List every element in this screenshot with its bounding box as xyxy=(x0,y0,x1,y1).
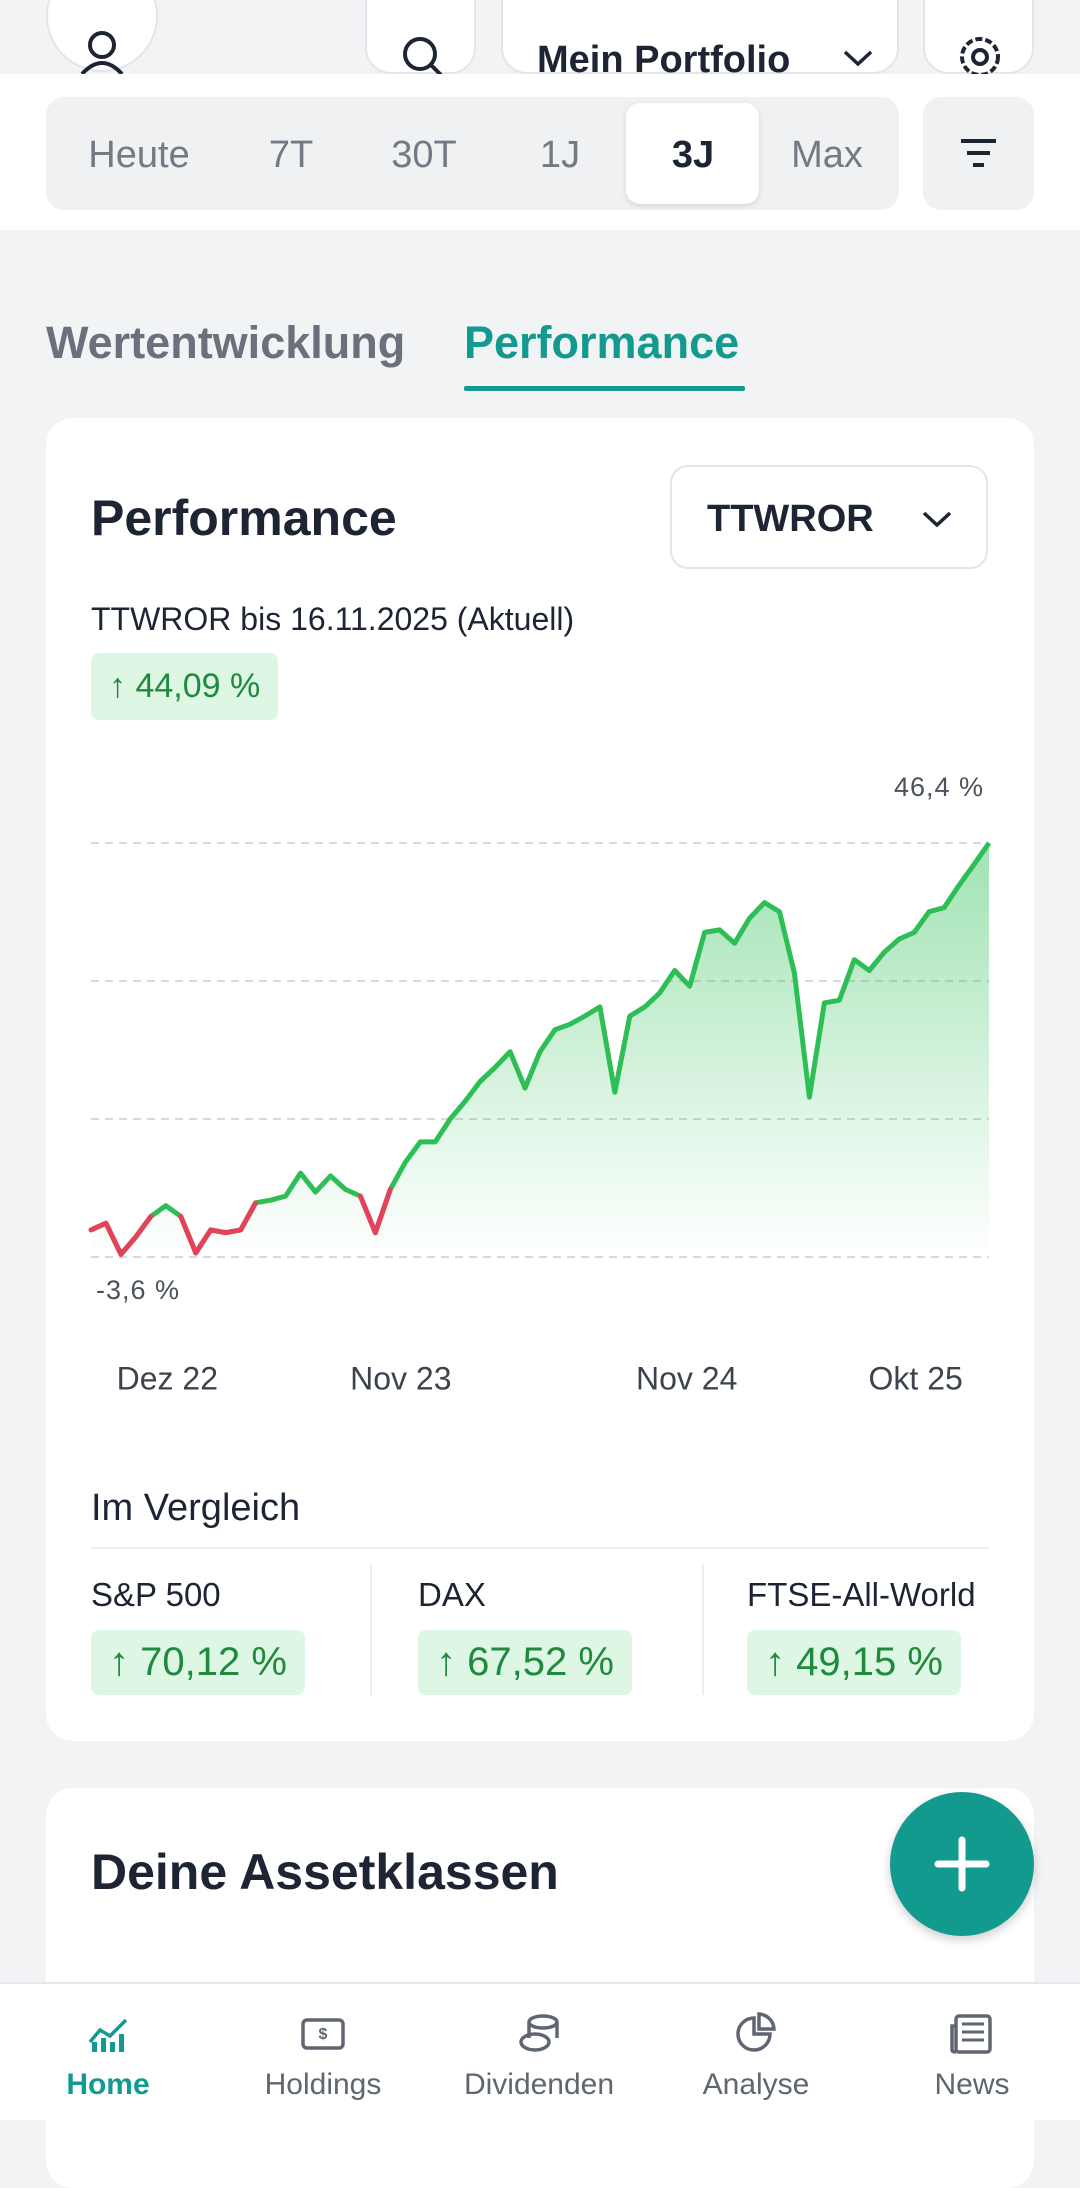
y-tick-label: -3,6 % xyxy=(96,1275,180,1305)
negative-segment xyxy=(103,1220,124,1257)
period-option[interactable]: 3J xyxy=(671,134,715,176)
plus-icon xyxy=(934,1836,990,1892)
index-change: ↑ 49,15 % xyxy=(747,1630,961,1695)
nav-icon: $ xyxy=(301,2012,345,2056)
divider xyxy=(702,1564,704,1695)
add-button[interactable] xyxy=(890,1792,1034,1936)
change-badge: ↑ 44,09 % xyxy=(91,653,279,720)
avatar-icon xyxy=(80,31,124,76)
y-tick-label: 46,4 % xyxy=(894,772,984,802)
x-tick-label: Okt 25 xyxy=(869,1360,963,1396)
period-option[interactable]: Heute xyxy=(88,134,190,176)
divider xyxy=(370,1564,372,1695)
portfolio-selector[interactable]: Mein Portfolio xyxy=(501,0,899,80)
tab[interactable]: Performance xyxy=(464,317,740,368)
portfolio-name: Mein Portfolio xyxy=(537,39,791,81)
negative-segment xyxy=(178,1213,199,1256)
period-option[interactable]: 7T xyxy=(268,134,314,176)
metric-selector[interactable]: TTWROR xyxy=(670,465,988,569)
selected-pill xyxy=(626,103,759,204)
avatar-button[interactable] xyxy=(46,0,158,76)
nav-icon xyxy=(950,2012,994,2056)
negative-segment xyxy=(208,1227,229,1236)
x-tick-label: Dez 22 xyxy=(117,1360,218,1396)
negative-segment xyxy=(118,1234,139,1257)
nav-item[interactable]: Holdings xyxy=(264,2068,382,2101)
negative-segment xyxy=(133,1213,154,1240)
nav-item[interactable]: Home xyxy=(66,2068,150,2101)
icon xyxy=(88,2018,128,2052)
tab-underline xyxy=(464,386,745,391)
bottom-nav: Home $ Holdings Dividenden Analyse News xyxy=(0,1982,1080,2120)
comparison-title: Im Vergleich xyxy=(91,1487,301,1529)
period-option[interactable]: Max xyxy=(791,134,863,176)
icon: $ xyxy=(301,2018,345,2050)
x-tick-label: Nov 24 xyxy=(636,1360,737,1396)
index-change: ↑ 67,52 % xyxy=(418,1630,632,1695)
negative-segment xyxy=(223,1227,244,1236)
icon xyxy=(950,2014,992,2054)
search-button[interactable] xyxy=(365,0,476,77)
nav-icon xyxy=(734,2012,778,2056)
nav-item[interactable]: Dividenden xyxy=(463,2068,615,2101)
negative-segment xyxy=(357,1193,378,1236)
card-title: Performance xyxy=(91,490,397,546)
nav-icon xyxy=(86,2012,130,2056)
nav-icon xyxy=(517,2012,561,2056)
period-option[interactable]: 1J xyxy=(539,134,581,176)
metric-name: TTWROR xyxy=(707,498,874,540)
negative-segment xyxy=(193,1227,214,1256)
settings-button[interactable] xyxy=(923,0,1034,77)
area xyxy=(91,843,989,1257)
subtitle: TTWROR bis 16.11.2025 (Aktuell) xyxy=(91,601,575,637)
settings-icon xyxy=(960,37,1000,77)
negative-segment xyxy=(238,1200,259,1233)
performance-chart: -3,6 % 46,4 % Dez 22 Nov 23 Nov 24 Okt 25 xyxy=(88,772,992,1396)
search-icon xyxy=(403,37,443,77)
nav-item[interactable]: Analyse xyxy=(702,2068,810,2101)
svg-text:$: $ xyxy=(319,2026,328,2043)
index-change: ↑ 70,12 % xyxy=(91,1630,305,1695)
assets-title: Deine Assetklassen xyxy=(91,1844,559,1900)
filter-button[interactable] xyxy=(923,97,1034,210)
icon xyxy=(736,2012,776,2052)
filter-icon xyxy=(961,139,996,167)
index-name: S&P 500 xyxy=(91,1577,221,1613)
divider xyxy=(91,1547,989,1549)
index-name: DAX xyxy=(418,1577,486,1613)
tab[interactable]: Wertentwicklung xyxy=(46,317,406,368)
icon xyxy=(519,2014,559,2052)
period-option[interactable]: 30T xyxy=(391,134,457,176)
negative-segment xyxy=(372,1186,393,1236)
index-name: FTSE-All-World xyxy=(747,1577,976,1613)
negative-segment xyxy=(88,1220,109,1233)
x-tick-label: Nov 23 xyxy=(350,1360,451,1396)
period-selector: Heute 7T 30T 1J 3J Max xyxy=(46,97,899,210)
chevron xyxy=(922,511,952,528)
nav-item[interactable]: News xyxy=(934,2068,1010,2101)
chevron xyxy=(843,50,873,67)
